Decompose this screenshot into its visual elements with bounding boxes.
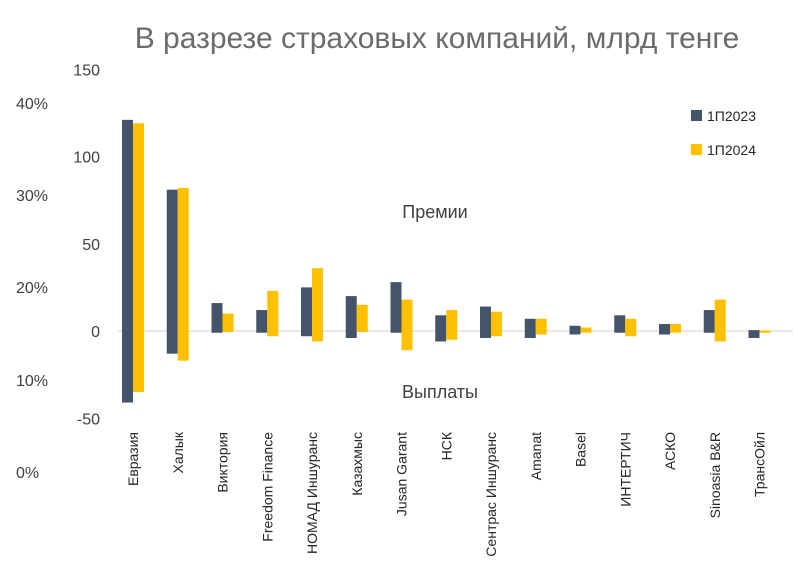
bar-premiums <box>703 310 715 331</box>
payouts-annotation: Выплаты <box>402 382 478 402</box>
legend-swatch-2024 <box>691 144 702 155</box>
bar-premiums <box>759 330 771 332</box>
bar-payouts <box>670 331 681 333</box>
bar-payouts <box>401 331 413 351</box>
right-axis-tick: -50 <box>77 411 100 428</box>
bar-payouts <box>166 331 178 354</box>
bar-premiums <box>625 318 637 331</box>
premiums-annotation: Премии <box>402 202 467 222</box>
bar-payouts <box>133 331 144 393</box>
bar-payouts <box>580 331 592 333</box>
category-label: Sinoasia B&R <box>707 432 723 518</box>
bar-payouts <box>625 331 637 337</box>
bar-payouts <box>446 331 458 340</box>
bar-premiums <box>614 315 626 331</box>
left-axis: 40% 30% 20% 10% 0% <box>16 96 48 482</box>
category-label: Freedom Finance <box>259 432 275 542</box>
bar-premiums <box>312 268 323 331</box>
bar-premiums <box>301 287 312 331</box>
bar-premiums <box>166 189 178 331</box>
bar-premiums <box>222 313 234 331</box>
bar-premiums <box>569 325 581 331</box>
category-label: Виктория <box>215 432 231 493</box>
left-axis-tick: 30% <box>16 188 48 205</box>
category-label: НОМАД Иншуранс <box>304 432 320 554</box>
bar-premiums <box>580 327 592 331</box>
category-labels: Евразия Халык Виктория Freedom Finance НОМАД… <box>125 431 768 557</box>
bar-premiums <box>267 290 279 331</box>
category-label: АСКО <box>662 432 678 470</box>
right-axis-tick: 0 <box>91 324 100 341</box>
category-label: Евразия <box>125 432 141 486</box>
bar-payouts <box>703 331 715 333</box>
bar-payouts <box>524 331 536 338</box>
bar-payouts <box>267 331 279 337</box>
legend-label-2024: 1П2024 <box>707 142 756 158</box>
bar-payouts <box>256 331 268 333</box>
category-label: Basel <box>573 432 589 467</box>
legend: 1П2023 1П2024 <box>691 108 756 158</box>
bar-premiums <box>748 330 760 332</box>
bar-payouts <box>491 331 502 337</box>
category-label: Халык <box>170 431 186 473</box>
bar-payouts <box>614 331 626 333</box>
bar-premiums <box>177 187 189 331</box>
bar-payouts <box>301 331 312 337</box>
bar-payouts <box>480 331 491 338</box>
bar-premiums <box>211 303 223 331</box>
bar-premiums <box>356 304 368 331</box>
bar-premiums <box>535 318 547 331</box>
category-label: ИНТЕРТИЧ <box>617 432 633 507</box>
bar-premiums <box>480 306 491 331</box>
bar-payouts <box>569 331 581 335</box>
category-label: НСК <box>438 431 454 460</box>
legend-label-2023: 1П2023 <box>707 108 756 124</box>
left-axis-tick: 20% <box>16 280 48 297</box>
bar-premiums <box>714 299 726 331</box>
category-label: Казахмыс <box>349 432 365 496</box>
bar-payouts <box>759 331 771 333</box>
bar-payouts <box>748 331 760 338</box>
bar-premiums <box>435 315 447 331</box>
left-axis-tick: 0% <box>16 465 39 482</box>
bar-premiums <box>133 123 144 331</box>
bar-payouts <box>312 331 323 342</box>
category-label: ТрансОйл <box>752 432 768 497</box>
bar-payouts <box>714 331 726 342</box>
bar-payouts <box>435 331 447 342</box>
bars <box>122 119 771 403</box>
bar-payouts <box>222 331 234 332</box>
bar-payouts <box>345 331 357 338</box>
category-label: Сентрас Иншуранс <box>483 432 499 557</box>
left-axis-tick: 10% <box>16 373 48 390</box>
right-axis-tick: 50 <box>82 237 100 254</box>
right-axis: 150 100 50 0 -50 <box>73 62 100 428</box>
bar-premiums <box>659 324 670 331</box>
bar-premiums <box>491 311 502 331</box>
legend-swatch-2023 <box>691 110 702 121</box>
right-axis-tick: 100 <box>73 150 100 167</box>
bar-payouts <box>211 331 223 333</box>
bar-premiums <box>122 119 133 331</box>
bar-premiums <box>345 296 357 331</box>
chart-title: В разрезе страховых компаний, млрд тенге <box>135 22 740 55</box>
bar-premiums <box>524 318 536 331</box>
left-axis-tick: 40% <box>16 96 48 113</box>
bar-payouts <box>390 331 402 333</box>
bar-payouts <box>177 331 189 361</box>
bar-payouts <box>122 331 133 403</box>
bar-payouts <box>356 331 368 332</box>
bar-premiums <box>670 324 681 331</box>
bar-premiums <box>256 310 268 331</box>
bar-premiums <box>390 282 402 331</box>
right-axis-tick: 150 <box>73 62 100 79</box>
bar-premiums <box>446 310 458 331</box>
bar-payouts <box>535 331 547 335</box>
bar-payouts <box>659 331 670 335</box>
category-label: Amanat <box>528 432 544 480</box>
bar-premiums <box>401 299 413 331</box>
category-label: Jusan Garant <box>394 432 410 516</box>
